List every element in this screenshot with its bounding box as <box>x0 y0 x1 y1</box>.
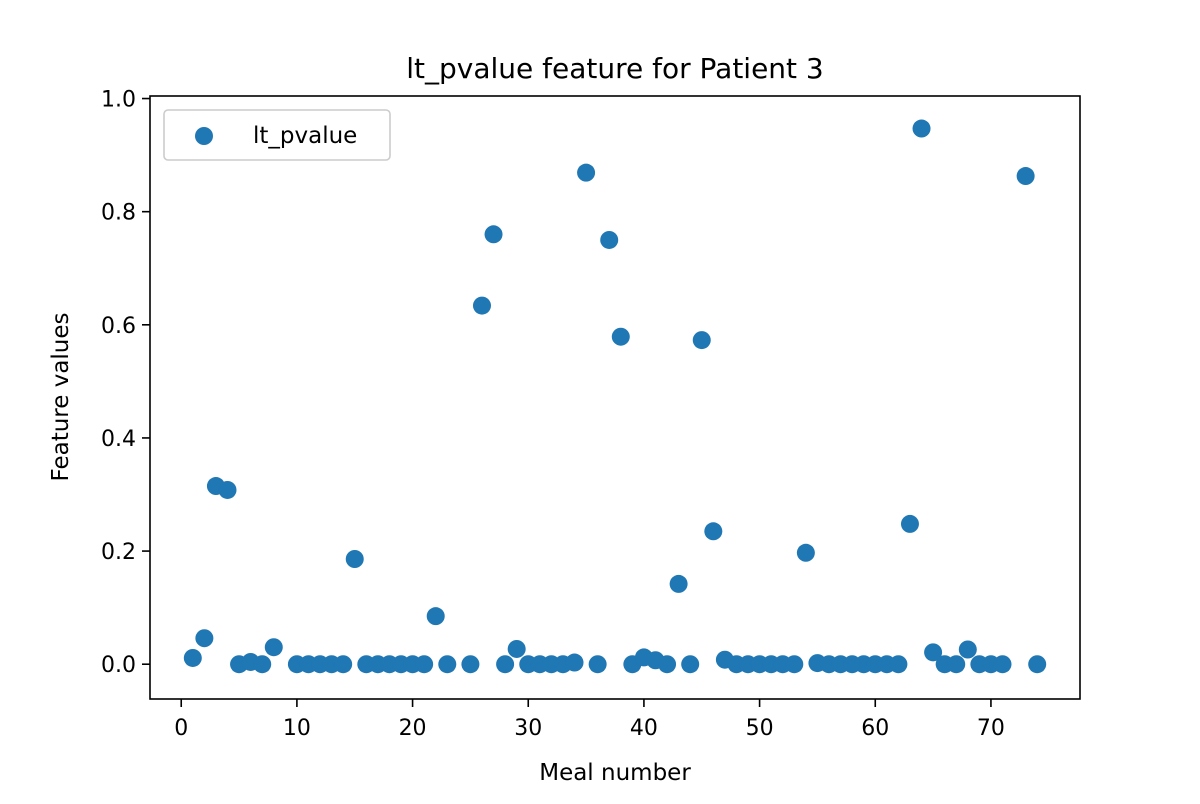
data-point <box>507 639 526 658</box>
data-point <box>796 543 815 562</box>
data-point <box>993 655 1012 674</box>
data-point <box>900 514 919 533</box>
y-tick-label: 0.0 <box>101 653 136 678</box>
data-point <box>496 655 515 674</box>
data-point <box>785 655 804 674</box>
data-point <box>912 119 931 138</box>
y-tick-label: 0.4 <box>101 427 136 452</box>
data-point <box>334 655 353 674</box>
legend-box <box>163 109 391 161</box>
x-tick-label: 30 <box>514 716 542 741</box>
data-point <box>681 655 700 674</box>
data-point <box>415 655 434 674</box>
data-points <box>183 119 1047 674</box>
data-point <box>577 163 596 182</box>
x-tick-label: 50 <box>746 716 774 741</box>
data-point <box>472 296 491 315</box>
y-axis-label: Feature values <box>48 312 74 481</box>
x-axis-ticks: 0 10 20 30 40 50 60 70 <box>174 699 1005 741</box>
data-point <box>253 655 272 674</box>
legend-marker <box>195 127 213 145</box>
data-point <box>345 550 364 568</box>
chart-title: lt_pvalue feature for Patient 3 <box>406 52 824 85</box>
x-tick-label: 40 <box>630 716 658 741</box>
x-tick-label: 0 <box>174 716 188 741</box>
data-point <box>426 607 445 626</box>
data-point <box>1016 167 1035 186</box>
data-point <box>958 640 977 659</box>
legend: lt_pvalue <box>163 109 391 161</box>
data-point <box>658 655 677 674</box>
x-tick-label: 70 <box>977 716 1005 741</box>
data-point <box>461 655 480 674</box>
x-axis-label: Meal number <box>539 760 691 786</box>
x-tick-label: 20 <box>399 716 427 741</box>
y-axis-ticks: 0.0 0.2 0.4 0.6 0.8 1.0 <box>101 88 150 678</box>
y-tick-label: 0.2 <box>101 540 136 565</box>
x-tick-label: 10 <box>283 716 311 741</box>
data-point <box>889 655 908 674</box>
data-point <box>924 643 943 662</box>
data-point <box>588 655 607 674</box>
y-tick-label: 0.6 <box>101 314 136 339</box>
y-tick-label: 1.0 <box>101 88 136 113</box>
data-point <box>1028 655 1047 674</box>
data-point <box>611 327 630 346</box>
data-point <box>669 574 688 593</box>
data-point <box>565 653 584 672</box>
data-point <box>264 638 283 657</box>
data-point <box>195 629 214 648</box>
data-point <box>600 230 619 249</box>
data-point <box>183 648 202 667</box>
plot-area-frame <box>149 95 1081 700</box>
data-point <box>484 225 503 244</box>
data-point <box>704 522 723 541</box>
data-point <box>438 655 457 674</box>
y-tick-label: 0.8 <box>101 201 136 226</box>
data-point <box>947 655 966 674</box>
legend-label: lt_pvalue <box>253 123 357 149</box>
x-tick-label: 60 <box>861 716 889 741</box>
data-point <box>692 331 711 350</box>
data-point <box>218 480 237 499</box>
